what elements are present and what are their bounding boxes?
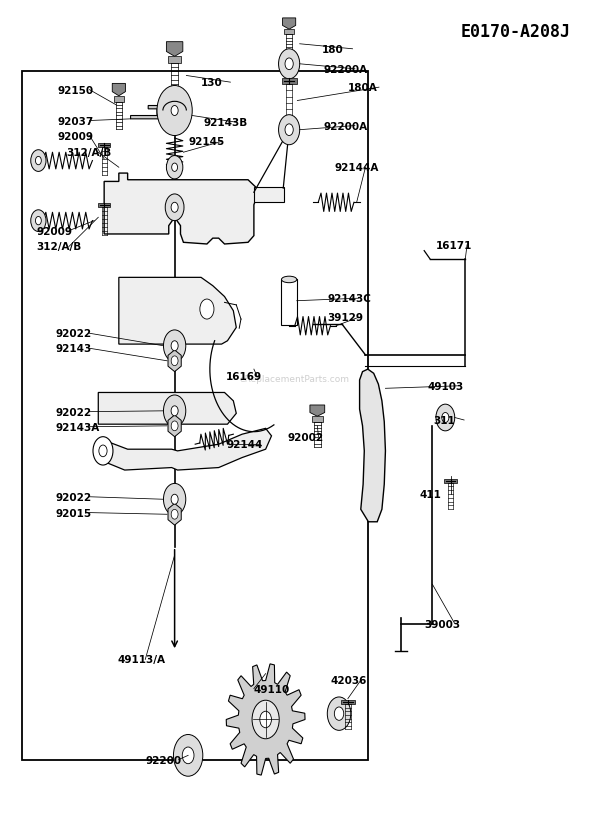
Text: 42036: 42036 bbox=[330, 675, 366, 686]
Circle shape bbox=[171, 406, 178, 416]
Text: 16171: 16171 bbox=[436, 241, 473, 251]
Circle shape bbox=[172, 164, 178, 172]
Polygon shape bbox=[283, 19, 296, 30]
Circle shape bbox=[171, 203, 178, 213]
Bar bbox=[22, 72, 368, 760]
Text: 92144A: 92144A bbox=[335, 163, 379, 173]
Circle shape bbox=[260, 711, 271, 728]
Text: 411: 411 bbox=[419, 490, 441, 500]
Circle shape bbox=[182, 747, 194, 764]
Polygon shape bbox=[168, 57, 181, 64]
Text: 92145: 92145 bbox=[188, 137, 224, 147]
Circle shape bbox=[163, 484, 186, 516]
Circle shape bbox=[31, 150, 46, 172]
Polygon shape bbox=[130, 106, 163, 120]
Polygon shape bbox=[341, 701, 355, 704]
Text: 180A: 180A bbox=[348, 83, 378, 93]
Polygon shape bbox=[282, 79, 297, 85]
Circle shape bbox=[35, 217, 41, 226]
Circle shape bbox=[166, 156, 183, 180]
Ellipse shape bbox=[281, 277, 297, 283]
Circle shape bbox=[163, 330, 186, 362]
Polygon shape bbox=[119, 278, 236, 344]
Polygon shape bbox=[310, 405, 324, 417]
Text: 92009: 92009 bbox=[37, 227, 73, 237]
Text: 92143: 92143 bbox=[55, 344, 91, 354]
Circle shape bbox=[157, 86, 192, 136]
Circle shape bbox=[327, 697, 351, 731]
Polygon shape bbox=[104, 174, 283, 245]
Circle shape bbox=[278, 49, 300, 79]
Circle shape bbox=[171, 106, 178, 116]
Polygon shape bbox=[98, 203, 110, 207]
Circle shape bbox=[171, 341, 178, 351]
Circle shape bbox=[285, 125, 293, 136]
Text: 39129: 39129 bbox=[327, 313, 363, 323]
Text: eReplacementParts.com: eReplacementParts.com bbox=[240, 375, 350, 384]
Circle shape bbox=[200, 299, 214, 319]
Text: 92200: 92200 bbox=[145, 755, 181, 765]
Text: 311: 311 bbox=[433, 415, 455, 426]
Text: 92200A: 92200A bbox=[323, 121, 368, 131]
Polygon shape bbox=[114, 97, 124, 103]
Circle shape bbox=[171, 495, 178, 505]
Text: 16169: 16169 bbox=[226, 371, 262, 381]
Polygon shape bbox=[312, 417, 323, 422]
Polygon shape bbox=[444, 479, 457, 483]
Text: 312/A/B: 312/A/B bbox=[66, 148, 112, 158]
Polygon shape bbox=[281, 280, 297, 326]
Text: 92150: 92150 bbox=[57, 85, 93, 95]
Text: 92143A: 92143A bbox=[55, 422, 100, 432]
Polygon shape bbox=[168, 350, 181, 372]
Text: 92200A: 92200A bbox=[323, 64, 368, 74]
Text: 92143B: 92143B bbox=[204, 118, 248, 128]
Text: 130: 130 bbox=[201, 78, 223, 88]
Bar bbox=[254, 188, 284, 203]
Circle shape bbox=[436, 405, 455, 431]
Text: E0170-A208J: E0170-A208J bbox=[461, 23, 571, 41]
Circle shape bbox=[93, 437, 113, 466]
Circle shape bbox=[31, 211, 46, 232]
Text: 92143C: 92143C bbox=[327, 294, 371, 303]
Polygon shape bbox=[98, 143, 110, 147]
Circle shape bbox=[171, 510, 178, 519]
Text: 92022: 92022 bbox=[55, 407, 91, 417]
Text: 49113/A: 49113/A bbox=[117, 655, 166, 665]
Circle shape bbox=[173, 735, 203, 777]
Polygon shape bbox=[284, 30, 294, 35]
Text: 92037: 92037 bbox=[57, 116, 93, 126]
Polygon shape bbox=[226, 664, 305, 775]
Text: 39003: 39003 bbox=[424, 619, 460, 629]
Text: 92022: 92022 bbox=[55, 492, 91, 502]
Polygon shape bbox=[168, 415, 181, 437]
Polygon shape bbox=[99, 429, 271, 471]
Text: 92015: 92015 bbox=[55, 508, 91, 518]
Circle shape bbox=[165, 195, 184, 222]
Text: 312/A/B: 312/A/B bbox=[37, 242, 82, 252]
Polygon shape bbox=[99, 393, 236, 425]
Circle shape bbox=[171, 356, 178, 366]
Circle shape bbox=[442, 413, 449, 423]
Text: 92009: 92009 bbox=[57, 131, 93, 141]
Circle shape bbox=[171, 421, 178, 431]
Text: 92022: 92022 bbox=[55, 329, 91, 339]
Circle shape bbox=[335, 707, 344, 721]
Polygon shape bbox=[168, 504, 181, 526]
Circle shape bbox=[285, 59, 293, 70]
Polygon shape bbox=[359, 370, 385, 522]
Circle shape bbox=[163, 395, 186, 427]
Circle shape bbox=[252, 701, 279, 739]
Circle shape bbox=[99, 446, 107, 457]
Text: 92144: 92144 bbox=[227, 440, 263, 450]
Text: 180: 180 bbox=[322, 44, 343, 54]
Polygon shape bbox=[112, 84, 126, 97]
Text: 49110: 49110 bbox=[254, 684, 290, 694]
Circle shape bbox=[278, 115, 300, 145]
Text: 92002: 92002 bbox=[287, 432, 323, 442]
Circle shape bbox=[35, 157, 41, 166]
Polygon shape bbox=[166, 43, 183, 57]
Text: 49103: 49103 bbox=[427, 381, 463, 391]
